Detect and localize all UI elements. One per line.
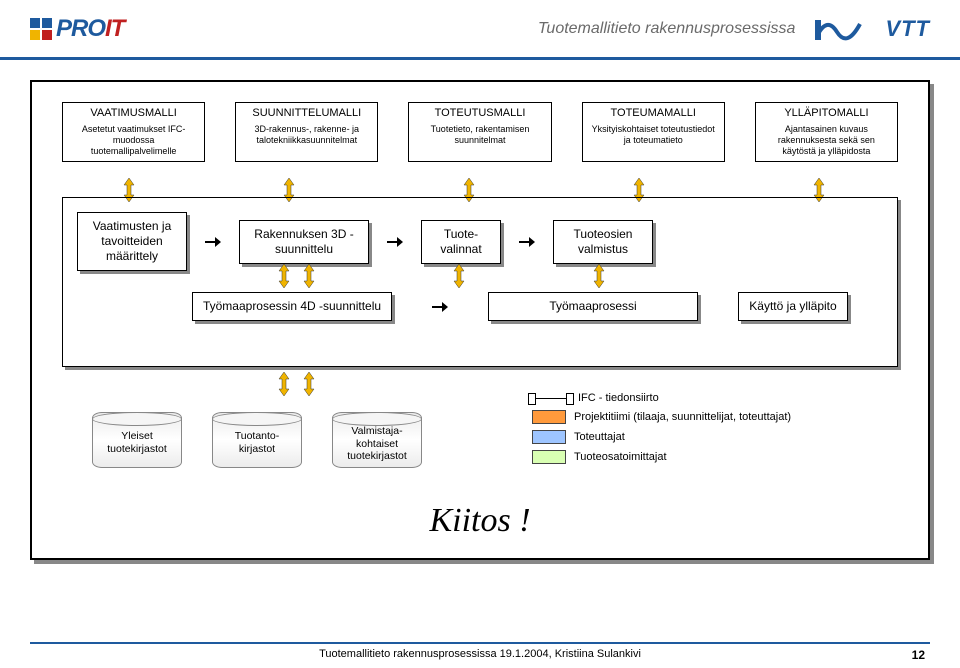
thank-you: Kiitos ! [32,502,928,540]
double-arrow-icon [302,264,316,288]
model-title: SUUNNITTELUMALLI [242,107,371,120]
model-title: TOTEUTUSMALLI [415,107,544,120]
legend-tuoteosa: Tuoteosatoimittajat [532,450,791,464]
double-arrow-icon [452,264,466,288]
page-footer: Tuotemallitieto rakennusprosessissa 19.1… [0,642,960,660]
proc-label: Työmaaprosessi [549,299,636,313]
model-toteuma: TOTEUMAMALLI Yksityiskohtaiset toteutust… [582,102,725,162]
legend-swatch [532,430,566,444]
model-desc: Ajantasainen kuvaus rakennuksesta sekä s… [762,124,891,156]
proc-label: Tuote- valinnat [440,227,481,256]
logo-proit: PROIT [30,15,124,43]
proc-tuoteosien: Tuoteosien valmistus [553,220,653,264]
model-title: VAATIMUSMALLI [69,107,198,120]
legend-ifc: IFC - tiedonsiirto [532,392,791,404]
vtt-logo: VTT [885,16,930,42]
header-tagline: Tuotemallitieto rakennusprosessissa [538,20,796,38]
legend-label: Toteuttajat [574,431,625,443]
proc-label: Tuoteosien valmistus [574,227,633,256]
cylinder-label: Yleiset tuotekirjastot [93,430,181,455]
proc-tuotevalinnat: Tuote- valinnat [421,220,501,264]
page-header: PROIT Tuotemallitieto rakennusprosessiss… [0,0,960,60]
model-title: TOTEUMAMALLI [589,107,718,120]
legend: IFC - tiedonsiirto Projektitiimi (tilaaj… [532,392,791,470]
model-suunnittelu: SUUNNITTELUMALLI 3D-rakennus-, rakenne- … [235,102,378,162]
legend-label: Projektitiimi (tilaaja, suunnittelijat, … [574,411,791,423]
diagram-canvas: VAATIMUSMALLI Asetetut vaatimukset IFC-m… [30,80,930,560]
model-vaatimus: VAATIMUSMALLI Asetetut vaatimukset IFC-m… [62,102,205,162]
double-arrow-icon [277,264,291,288]
proc-tyomaa-4d: Työmaaprosessin 4D -suunnittelu [192,292,392,321]
page-number: 12 [912,648,925,662]
cylinder-tuotanto: Tuotanto- kirjastot [212,412,302,468]
proc-label: Rakennuksen 3D -suunnittelu [254,227,353,256]
legend-swatch [532,450,566,464]
arrow-right-icon [519,237,535,247]
model-desc: Tuotetieto, rakentamisen suunnitelmat [415,124,544,146]
double-arrow-icon [302,372,316,396]
model-desc: 3D-rakennus-, rakenne- ja talotekniikkas… [242,124,371,146]
arrow-right-icon [432,302,448,312]
logo-mark [30,18,52,40]
proc-label: Työmaaprosessin 4D -suunnittelu [203,299,381,313]
arrow-right-icon [387,237,403,247]
cylinder-valmistaja: Valmistaja- kohtaiset tuotekirjastot [332,412,422,468]
proc-label: Vaatimusten ja tavoitteiden määrittely [93,219,172,263]
legend-label: IFC - tiedonsiirto [578,392,659,404]
proc-rakennuksen: Rakennuksen 3D -suunnittelu [239,220,369,264]
wave-icon [815,14,865,44]
model-desc: Yksityiskohtaiset toteutustiedot ja tote… [589,124,718,146]
proc-kaytto: Käyttö ja ylläpito [738,292,848,321]
model-desc: Asetetut vaatimukset IFC-muodossa tuotem… [69,124,198,156]
arrow-right-icon [205,237,221,247]
legend-label: Tuoteosatoimittajat [574,451,667,463]
model-yllapito: YLLÄPITOMALLI Ajantasainen kuvaus rakenn… [755,102,898,162]
legend-line-icon [532,398,570,399]
model-row: VAATIMUSMALLI Asetetut vaatimukset IFC-m… [62,102,898,162]
cylinder-row: Yleiset tuotekirjastot Tuotanto- kirjast… [92,412,422,468]
cylinder-yleiset: Yleiset tuotekirjastot [92,412,182,468]
process-row-top: Vaatimusten ja tavoitteiden määrittely R… [77,212,653,271]
double-arrow-icon [592,264,606,288]
proc-vaatimusten: Vaatimusten ja tavoitteiden määrittely [77,212,187,271]
model-toteutus: TOTEUTUSMALLI Tuotetieto, rakentamisen s… [408,102,551,162]
cylinder-label: Tuotanto- kirjastot [213,430,301,455]
process-row-bottom: Työmaaprosessin 4D -suunnittelu Työmaapr… [192,292,848,321]
model-title: YLLÄPITOMALLI [762,107,891,120]
proc-label: Käyttö ja ylläpito [749,299,836,313]
footer-text: Tuotemallitieto rakennusprosessissa 19.1… [319,648,641,660]
legend-swatch [532,410,566,424]
proc-tyomaaprosessi: Työmaaprosessi [488,292,698,321]
legend-projekti: Projektitiimi (tilaaja, suunnittelijat, … [532,410,791,424]
cylinder-label: Valmistaja- kohtaiset tuotekirjastot [333,425,421,463]
logo-text: PROIT [56,15,124,43]
double-arrow-icon [277,372,291,396]
header-right: Tuotemallitieto rakennusprosessissa VTT [538,14,930,44]
legend-toteuttajat: Toteuttajat [532,430,791,444]
